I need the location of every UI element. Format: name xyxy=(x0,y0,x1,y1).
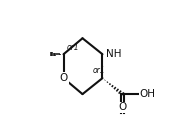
Text: or1: or1 xyxy=(93,66,105,75)
Text: OH: OH xyxy=(139,89,155,99)
Text: or1: or1 xyxy=(66,43,79,52)
Text: NH: NH xyxy=(106,49,122,59)
Text: O: O xyxy=(118,102,126,112)
Text: O: O xyxy=(59,73,68,83)
